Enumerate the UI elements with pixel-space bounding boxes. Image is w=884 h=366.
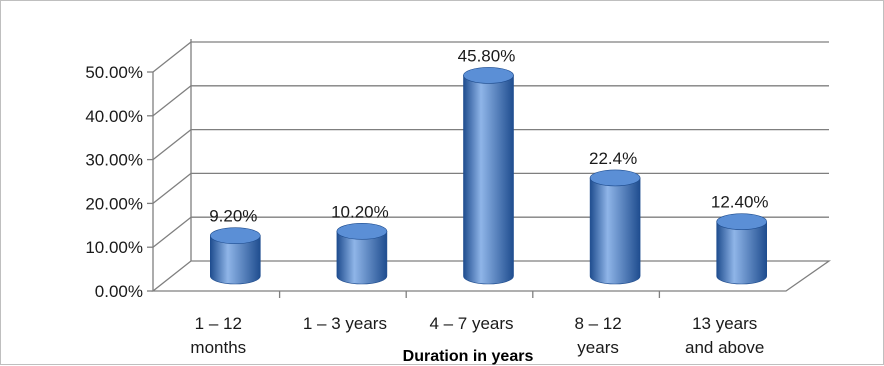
x-category-label: 4 – 7 years — [429, 314, 513, 333]
x-axis-title: Duration in years — [403, 348, 534, 365]
x-axis-categories: 1 – 12 months 1 – 3 years 4 – 7 years 8 – 12… — [190, 314, 764, 357]
bar-top — [463, 67, 514, 84]
bars — [210, 67, 768, 285]
gridline-side — [152, 41, 192, 73]
data-label: 10.20% — [331, 202, 389, 221]
bar-body — [463, 75, 514, 285]
y-axis-ticks: 0.00% 10.00% 20.00% 30.00% 40.00% 50.00% — [85, 63, 661, 301]
data-label: 12.40% — [711, 193, 769, 212]
x-category-label: 1 – 3 years — [303, 314, 387, 333]
bar — [210, 227, 261, 285]
gridline-side — [152, 85, 192, 117]
y-tick-label: 50.00% — [85, 63, 143, 82]
bar — [589, 169, 641, 285]
bar-body — [336, 231, 388, 285]
bar — [336, 223, 388, 285]
y-tick-label: 30.00% — [85, 151, 143, 170]
gridline-side — [152, 172, 192, 204]
bar — [716, 213, 768, 285]
bar-top — [336, 223, 388, 240]
bar-body — [589, 177, 641, 285]
data-labels: 9.20% 10.20% 45.80% 22.4% 12.40% — [209, 46, 768, 225]
floor — [151, 260, 832, 292]
data-label: 45.80% — [458, 46, 516, 65]
bar — [463, 67, 514, 285]
gridline-side — [152, 216, 192, 248]
chart-walls — [151, 39, 832, 292]
x-category-label: 13 years and above — [685, 314, 764, 357]
bar-top — [589, 169, 641, 187]
bar-body — [716, 221, 767, 285]
data-label: 22.4% — [589, 149, 637, 168]
bar-top — [716, 213, 768, 230]
data-label: 9.20% — [209, 207, 257, 226]
bar-top — [210, 227, 261, 245]
y-tick-label: 20.00% — [85, 194, 143, 213]
y-tick-label: 10.00% — [85, 238, 143, 257]
x-category-label: 1 – 12 months — [190, 314, 246, 357]
bar-body — [210, 235, 261, 285]
x-category-label: 8 – 12 years — [574, 314, 621, 357]
gridline-side — [152, 129, 192, 161]
y-tick-label: 40.00% — [85, 107, 143, 126]
y-tick-label: 0.00% — [95, 282, 143, 301]
